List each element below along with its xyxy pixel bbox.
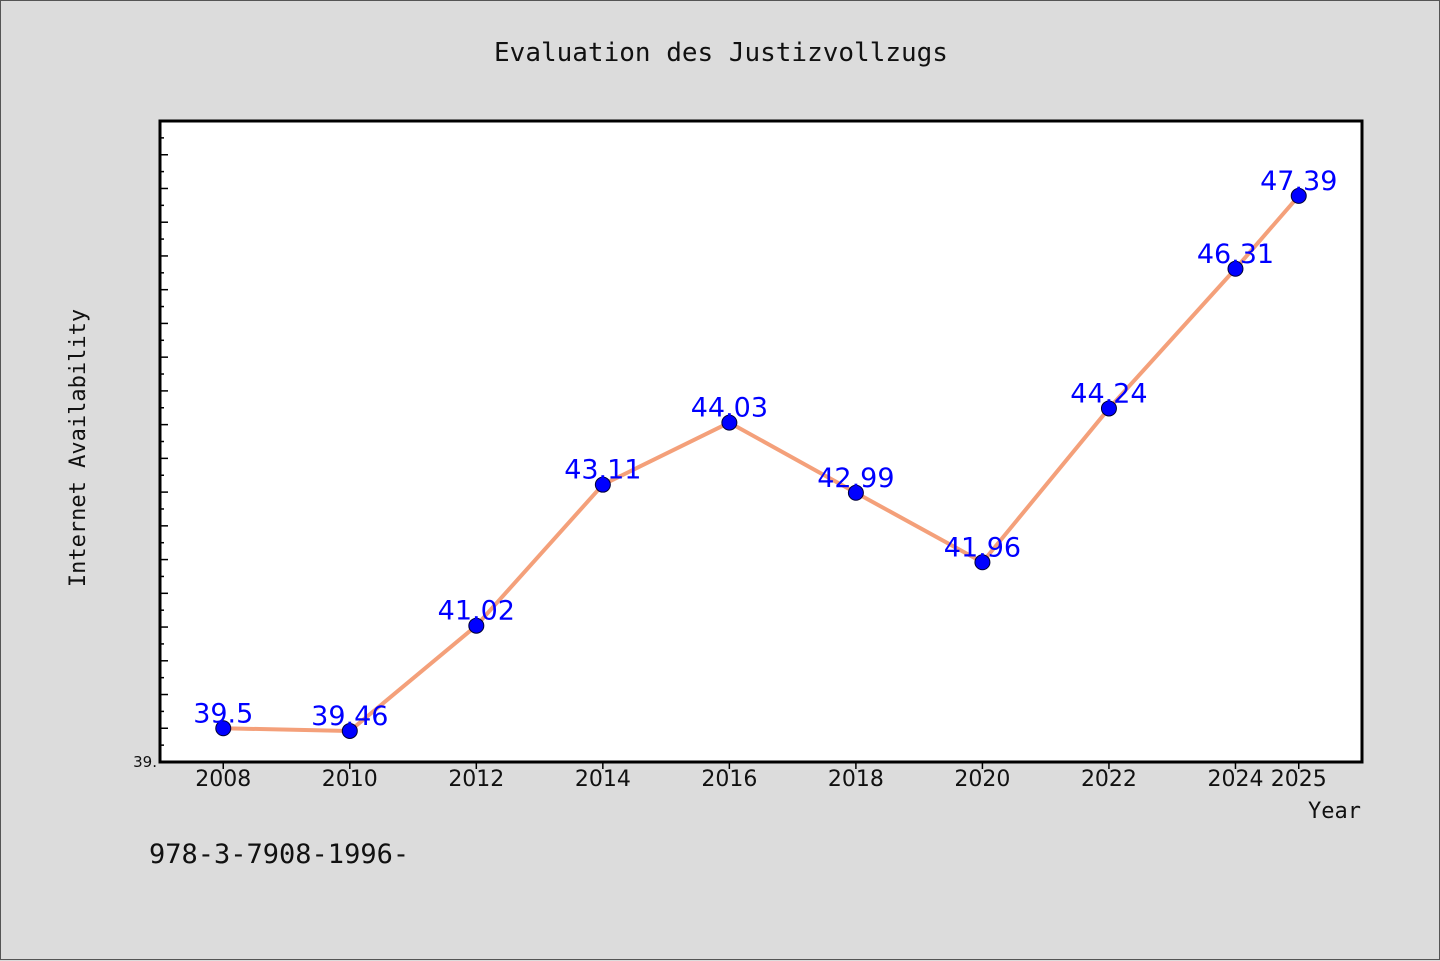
x-tick-label: 2016	[701, 767, 757, 792]
data-point	[215, 720, 232, 737]
chart-title: Evaluation des Justizvollzugs	[494, 38, 948, 68]
data-label: 39.5	[193, 698, 253, 729]
data-label: 39.46	[311, 701, 388, 732]
data-label: 41.02	[438, 596, 515, 627]
data-label: 41.96	[944, 532, 1021, 563]
data-label: 43.11	[564, 455, 641, 486]
data-point	[1227, 260, 1244, 277]
data-label: 44.24	[1070, 378, 1147, 409]
y-axis-label: Internet Availability	[66, 309, 91, 587]
data-point	[341, 722, 358, 739]
data-labels: 39.5 39.46 41.02 43.11 44.03 42.99 41.96 44.24 4…	[193, 166, 1337, 732]
data-point	[1290, 187, 1307, 204]
x-tick-label: 2014	[575, 767, 631, 792]
y-axis-ticks	[160, 120, 168, 763]
x-tick-label: 2012	[448, 767, 504, 792]
x-axis-ticks	[222, 762, 1300, 769]
data-point	[721, 414, 738, 431]
x-tick-labels: 2008 2010 2012 2014 2016 2018 2020 2022 2024 2025	[195, 767, 1326, 792]
x-tick-label: 2018	[828, 767, 884, 792]
x-tick-label: 2024	[1207, 767, 1263, 792]
data-label: 47.39	[1260, 166, 1337, 197]
x-tick-label: 2010	[322, 767, 378, 792]
data-label: 42.99	[817, 463, 894, 494]
data-point	[1100, 400, 1117, 417]
x-tick-label: 2022	[1081, 767, 1137, 792]
data-point	[974, 554, 991, 571]
data-point	[847, 484, 864, 501]
y-tick-label: 39.	[133, 753, 157, 771]
data-point	[468, 617, 485, 634]
series-line-group	[215, 187, 1307, 739]
footer-isbn-text: 978-3-7908-1996-	[149, 839, 409, 870]
x-axis-label: Year	[1308, 799, 1361, 824]
data-label: 46.31	[1197, 239, 1274, 270]
series-line	[221, 193, 1301, 733]
data-point	[594, 476, 611, 493]
data-label: 44.03	[691, 393, 768, 424]
x-tick-label: 2025	[1271, 767, 1327, 792]
x-tick-label: 2020	[954, 767, 1010, 792]
x-tick-label: 2008	[195, 767, 251, 792]
